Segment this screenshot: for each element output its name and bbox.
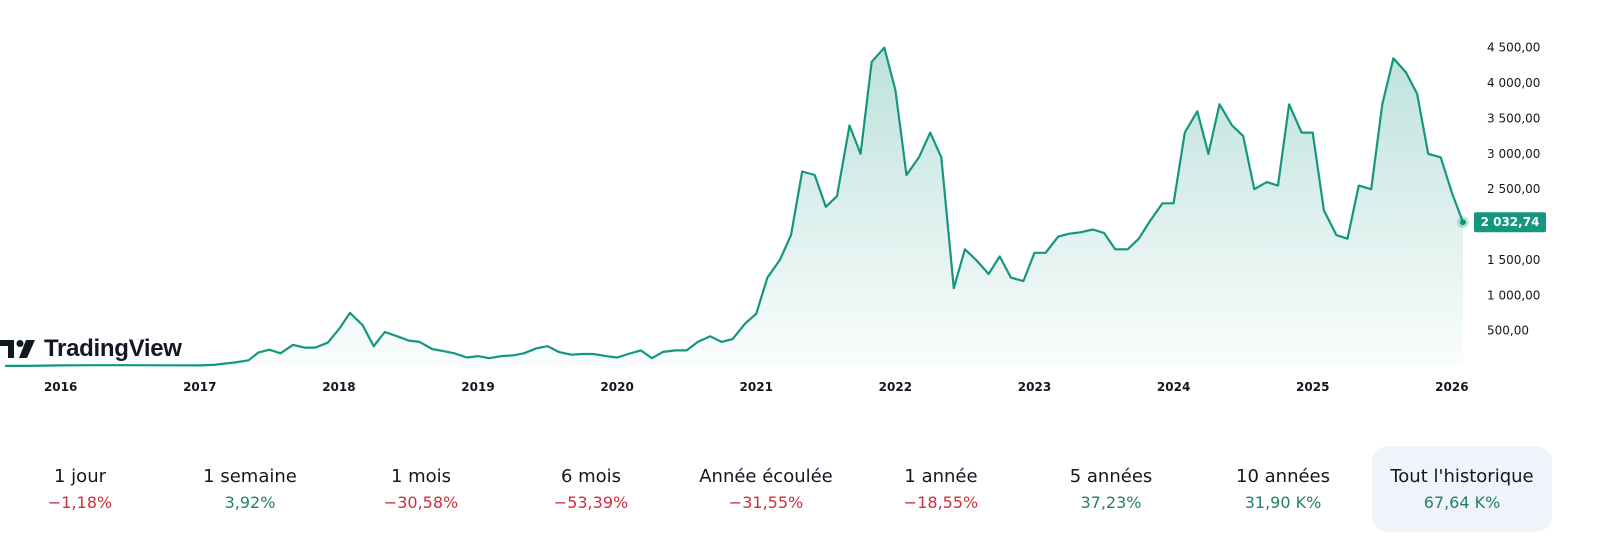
- last-price-marker: 2 032,74: [1457, 212, 1546, 233]
- y-axis: 500,00 1 000,00 1 500,00 2 500,00 3 000,00 3 …: [1487, 41, 1540, 338]
- y-tick-label: 3 500,00: [1487, 111, 1540, 125]
- period-tab-6[interactable]: 1 année −18,55%: [851, 446, 1031, 532]
- x-tick-label: 2026: [1435, 380, 1468, 394]
- tradingview-logo-icon: [0, 340, 35, 358]
- tradingview-brand: TradingView: [0, 335, 182, 362]
- period-label: 10 années: [1236, 466, 1330, 487]
- x-axis: 2016 2017 2018 2019 2020 2021 2022 2023 2024 2025…: [44, 380, 1469, 394]
- x-tick-label: 2017: [183, 380, 216, 394]
- price-line: [5, 46, 1465, 367]
- x-tick-label: 2022: [879, 380, 912, 394]
- period-label: 5 années: [1069, 466, 1153, 487]
- y-tick-label: 4 500,00: [1487, 41, 1540, 55]
- period-label: Année écoulée: [699, 466, 833, 487]
- x-tick-label: 2023: [1018, 380, 1051, 394]
- period-tab-5[interactable]: Année écoulée −31,55%: [676, 446, 856, 532]
- period-label: 6 mois: [560, 466, 622, 487]
- x-tick-label: 2018: [322, 380, 355, 394]
- price-area-fill: [5, 47, 1463, 366]
- period-label: 1 jour: [54, 466, 106, 487]
- y-tick-label: 1 000,00: [1487, 288, 1540, 302]
- period-change-value: −1,18%: [47, 493, 113, 512]
- last-price-label: 2 032,74: [1481, 215, 1540, 229]
- last-point-dot: [1460, 219, 1466, 226]
- y-tick-label: 1 500,00: [1487, 253, 1540, 267]
- period-change-value: 3,92%: [224, 493, 276, 512]
- performance-periods: 1 jour −1,18% 1 semaine 3,92% 1 mois −30,58% 6…: [0, 446, 1600, 532]
- y-tick-label: 3 000,00: [1487, 147, 1540, 161]
- period-change-value: 67,64 K%: [1423, 493, 1501, 512]
- period-change-value: 37,23%: [1080, 493, 1142, 512]
- period-change-value: −30,58%: [383, 493, 459, 512]
- y-tick-label: 4 000,00: [1487, 76, 1540, 90]
- y-tick-label: 2 500,00: [1487, 182, 1540, 196]
- period-tab-3[interactable]: 1 mois −30,58%: [331, 446, 511, 532]
- period-tab-1[interactable]: 1 jour −1,18%: [0, 446, 170, 532]
- x-tick-label: 2016: [44, 380, 77, 394]
- period-change-value: 31,90 K%: [1244, 493, 1322, 512]
- tradingview-wordmark: TradingView: [44, 335, 182, 362]
- period-tab-4[interactable]: 6 mois −53,39%: [501, 446, 681, 532]
- price-chart[interactable]: 500,00 1 000,00 1 500,00 2 500,00 3 000,00 3 …: [0, 0, 1600, 420]
- x-tick-label: 2019: [461, 380, 494, 394]
- period-tab-8[interactable]: 10 années 31,90 K%: [1193, 446, 1373, 532]
- period-label: 1 mois: [390, 466, 452, 487]
- period-label: Tout l'historique: [1390, 466, 1534, 487]
- period-tab-9[interactable]: Tout l'historique 67,64 K%: [1372, 446, 1552, 532]
- period-change-value: −31,55%: [728, 493, 804, 512]
- x-tick-label: 2024: [1157, 380, 1190, 394]
- y-tick-label: 500,00: [1487, 324, 1529, 338]
- period-change-value: −18,55%: [903, 493, 979, 512]
- last-price-badge: [1474, 212, 1546, 233]
- period-tab-7[interactable]: 5 années 37,23%: [1021, 446, 1201, 532]
- period-tab-2[interactable]: 1 semaine 3,92%: [160, 446, 340, 532]
- period-change-value: −53,39%: [553, 493, 629, 512]
- x-tick-label: 2020: [600, 380, 633, 394]
- period-label: 1 année: [904, 466, 978, 487]
- x-tick-label: 2021: [740, 380, 773, 394]
- x-tick-label: 2025: [1296, 380, 1329, 394]
- period-label: 1 semaine: [203, 466, 297, 487]
